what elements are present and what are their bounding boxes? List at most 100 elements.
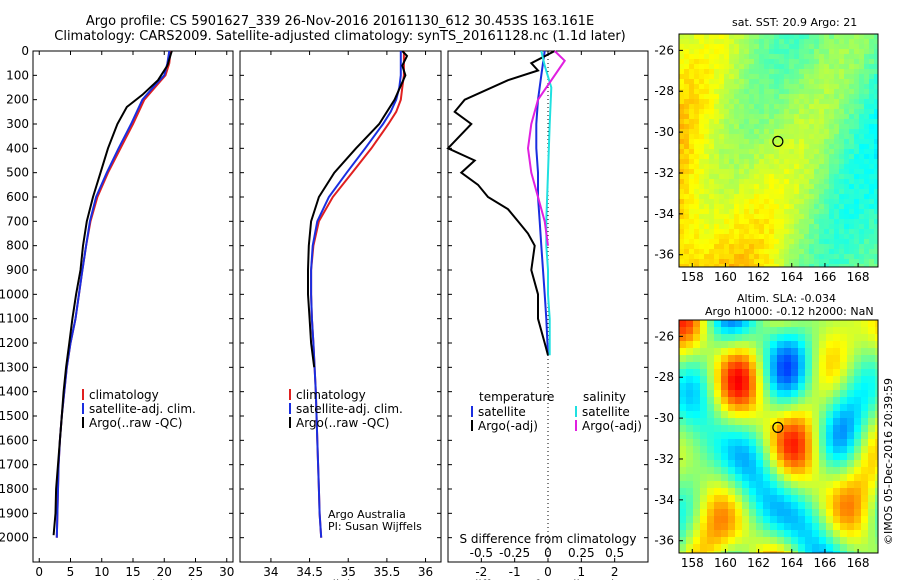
heatmap-cell <box>749 348 756 355</box>
heatmap-cell <box>779 224 784 229</box>
heatmap-cell <box>754 254 759 259</box>
heatmap-cell <box>714 425 721 432</box>
heatmap-cell <box>847 411 854 418</box>
heatmap-cell <box>777 537 784 544</box>
heatmap-cell <box>724 49 729 54</box>
x-tick-label: 0 <box>35 565 43 579</box>
heatmap-cell <box>699 49 704 54</box>
heatmap-cell <box>804 194 809 199</box>
heatmap-cell <box>784 54 789 59</box>
heatmap-cell <box>840 369 847 376</box>
heatmap-cell <box>719 219 724 224</box>
heatmap-cell <box>699 159 704 164</box>
heatmap-cell <box>714 418 721 425</box>
heatmap-cell <box>824 104 829 109</box>
heatmap-cell <box>812 453 819 460</box>
heatmap-cell <box>774 34 779 39</box>
heatmap-cell <box>739 109 744 114</box>
heatmap-cell <box>805 523 812 530</box>
heatmap-cell <box>789 229 794 234</box>
heatmap-cell <box>709 89 714 94</box>
heatmap-cell <box>844 174 849 179</box>
heatmap-cell <box>844 39 849 44</box>
heatmap-cell <box>744 134 749 139</box>
heatmap-cell <box>839 214 844 219</box>
heatmap-cell <box>799 84 804 89</box>
heatmap-cell <box>833 453 840 460</box>
heatmap-cell <box>861 509 868 516</box>
heatmap-cell <box>814 219 819 224</box>
heatmap-cell <box>864 229 869 234</box>
heatmap-cell <box>844 54 849 59</box>
heatmap-cell <box>754 249 759 254</box>
heatmap-cell <box>854 334 861 341</box>
heatmap-cell <box>789 219 794 224</box>
heatmap-cell <box>826 425 833 432</box>
heatmap-cell <box>844 114 849 119</box>
heatmap-cell <box>774 209 779 214</box>
heatmap-cell <box>798 404 805 411</box>
heatmap-cell <box>714 224 719 229</box>
heatmap-cell <box>875 516 878 523</box>
heatmap-cell <box>679 39 684 44</box>
heatmap-cell <box>770 404 777 411</box>
heatmap-cell <box>869 59 874 64</box>
heatmap-cell <box>791 425 798 432</box>
heatmap-cell <box>819 249 824 254</box>
heatmap-cell <box>829 34 834 39</box>
heatmap-cell <box>849 114 854 119</box>
heatmap-cell <box>729 79 734 84</box>
heatmap-cell <box>840 495 847 502</box>
heatmap-cell <box>809 39 814 44</box>
heatmap-cell <box>742 551 749 553</box>
heatmap-cell <box>764 194 769 199</box>
y-tick-label: -36 <box>654 534 674 548</box>
heatmap-cell <box>707 362 714 369</box>
heatmap-cell <box>874 224 878 229</box>
heatmap-cell <box>756 348 763 355</box>
heatmap-cell <box>777 544 784 551</box>
heatmap-cell <box>719 109 724 114</box>
heatmap-cell <box>728 544 735 551</box>
heatmap-cell <box>819 189 824 194</box>
heatmap-cell <box>684 49 689 54</box>
heatmap-cell <box>742 467 749 474</box>
heatmap-cell <box>749 362 756 369</box>
heatmap-cell <box>759 59 764 64</box>
heatmap-cell <box>824 199 829 204</box>
heatmap-cell <box>729 89 734 94</box>
heatmap-cell <box>789 244 794 249</box>
heatmap-cell <box>719 179 724 184</box>
heatmap-cell <box>784 39 789 44</box>
heatmap-cell <box>719 49 724 54</box>
heatmap-cell <box>719 64 724 69</box>
heatmap-cell <box>724 174 729 179</box>
heatmap-cell <box>875 355 878 362</box>
heatmap-cell <box>829 209 834 214</box>
heatmap-cell <box>814 239 819 244</box>
heatmap-cell <box>729 164 734 169</box>
heatmap-cell <box>784 523 791 530</box>
heatmap-cell <box>798 369 805 376</box>
heatmap-cell <box>700 544 707 551</box>
heatmap-cell <box>707 481 714 488</box>
heatmap-cell <box>769 94 774 99</box>
heatmap-cell <box>819 234 824 239</box>
heatmap-cell <box>799 199 804 204</box>
heatmap-cell <box>819 467 826 474</box>
heatmap-cell <box>709 34 714 39</box>
heatmap-cell <box>840 551 847 553</box>
heatmap-cell <box>709 169 714 174</box>
heatmap-cell <box>874 189 878 194</box>
heatmap-cell <box>739 259 744 264</box>
heatmap-cell <box>814 234 819 239</box>
heatmap-cell <box>824 74 829 79</box>
heatmap-cell <box>770 362 777 369</box>
heatmap-cell <box>729 234 734 239</box>
heatmap-cell <box>744 249 749 254</box>
heatmap-cell <box>874 174 878 179</box>
heatmap-cell <box>868 537 875 544</box>
heatmap-cell <box>749 94 754 99</box>
heatmap-cell <box>861 348 868 355</box>
heatmap-cell <box>714 199 719 204</box>
